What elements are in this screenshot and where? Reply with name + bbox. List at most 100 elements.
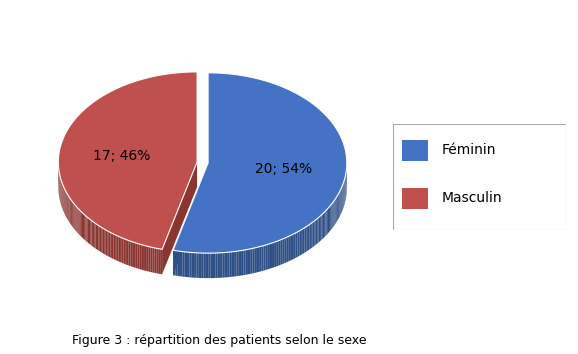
Polygon shape xyxy=(147,246,149,272)
Polygon shape xyxy=(272,242,274,268)
Polygon shape xyxy=(288,236,290,262)
Polygon shape xyxy=(72,201,73,227)
Polygon shape xyxy=(131,241,132,267)
Polygon shape xyxy=(246,249,248,275)
Polygon shape xyxy=(106,230,108,256)
Polygon shape xyxy=(173,73,347,253)
Polygon shape xyxy=(145,246,147,271)
Polygon shape xyxy=(122,238,124,263)
Polygon shape xyxy=(286,236,288,262)
Polygon shape xyxy=(173,250,175,275)
Polygon shape xyxy=(250,249,253,274)
Polygon shape xyxy=(95,223,97,250)
Polygon shape xyxy=(264,245,266,270)
Polygon shape xyxy=(236,251,239,276)
Polygon shape xyxy=(118,236,120,262)
Polygon shape xyxy=(201,253,203,278)
Polygon shape xyxy=(183,252,185,277)
Polygon shape xyxy=(91,221,93,247)
Text: Masculin: Masculin xyxy=(442,191,502,205)
Polygon shape xyxy=(185,252,187,277)
Polygon shape xyxy=(282,238,284,264)
Polygon shape xyxy=(276,241,278,267)
Polygon shape xyxy=(342,184,343,211)
Polygon shape xyxy=(331,203,332,229)
Polygon shape xyxy=(339,192,340,218)
Polygon shape xyxy=(134,242,136,268)
Polygon shape xyxy=(338,193,339,219)
Polygon shape xyxy=(268,244,270,269)
Polygon shape xyxy=(299,230,301,256)
Polygon shape xyxy=(197,253,199,278)
Polygon shape xyxy=(280,239,282,265)
Polygon shape xyxy=(296,232,298,258)
Text: 17; 46%: 17; 46% xyxy=(92,149,150,163)
Polygon shape xyxy=(132,242,134,267)
Polygon shape xyxy=(109,232,110,257)
Polygon shape xyxy=(261,246,264,271)
Polygon shape xyxy=(213,253,216,278)
Polygon shape xyxy=(232,252,234,277)
Polygon shape xyxy=(160,249,162,274)
Polygon shape xyxy=(306,225,308,252)
Polygon shape xyxy=(139,244,141,270)
Polygon shape xyxy=(83,213,84,239)
Polygon shape xyxy=(241,250,243,275)
Polygon shape xyxy=(79,209,80,235)
Polygon shape xyxy=(316,219,317,245)
Polygon shape xyxy=(253,248,255,273)
Polygon shape xyxy=(314,220,316,246)
Polygon shape xyxy=(327,209,328,235)
Polygon shape xyxy=(266,244,268,270)
Polygon shape xyxy=(223,252,225,278)
Polygon shape xyxy=(313,221,314,247)
Polygon shape xyxy=(71,200,72,226)
Polygon shape xyxy=(255,247,257,273)
Polygon shape xyxy=(239,251,241,276)
Polygon shape xyxy=(180,251,183,276)
Polygon shape xyxy=(324,211,325,237)
Polygon shape xyxy=(298,231,299,257)
Polygon shape xyxy=(138,244,139,269)
Polygon shape xyxy=(64,188,65,214)
Text: Féminin: Féminin xyxy=(442,143,496,158)
Polygon shape xyxy=(227,252,229,277)
Polygon shape xyxy=(108,231,109,257)
Polygon shape xyxy=(208,253,210,278)
Polygon shape xyxy=(103,228,104,254)
Polygon shape xyxy=(320,215,321,241)
Polygon shape xyxy=(220,253,223,278)
Polygon shape xyxy=(80,210,81,236)
Polygon shape xyxy=(234,251,236,276)
Polygon shape xyxy=(86,216,87,241)
FancyBboxPatch shape xyxy=(393,124,566,230)
Polygon shape xyxy=(335,198,336,224)
Polygon shape xyxy=(337,195,338,221)
Polygon shape xyxy=(330,204,331,231)
Polygon shape xyxy=(310,223,311,250)
Polygon shape xyxy=(284,238,286,263)
Polygon shape xyxy=(75,205,76,230)
Polygon shape xyxy=(248,249,250,274)
Polygon shape xyxy=(77,208,79,234)
Polygon shape xyxy=(325,210,327,236)
Polygon shape xyxy=(129,240,131,266)
Polygon shape xyxy=(90,219,91,246)
Polygon shape xyxy=(70,199,71,225)
Polygon shape xyxy=(67,194,68,220)
Polygon shape xyxy=(340,189,341,215)
Polygon shape xyxy=(97,224,98,250)
Polygon shape xyxy=(243,250,246,275)
Polygon shape xyxy=(332,202,334,228)
Polygon shape xyxy=(229,252,232,277)
Polygon shape xyxy=(76,207,77,233)
Polygon shape xyxy=(192,252,194,278)
Polygon shape xyxy=(278,240,280,266)
Polygon shape xyxy=(194,253,197,278)
Polygon shape xyxy=(323,212,324,239)
Polygon shape xyxy=(101,227,103,253)
Polygon shape xyxy=(190,252,192,278)
Text: Figure 3 : répartition des patients selon le sexe: Figure 3 : répartition des patients selo… xyxy=(72,334,367,347)
Polygon shape xyxy=(301,229,303,255)
Polygon shape xyxy=(175,251,177,276)
